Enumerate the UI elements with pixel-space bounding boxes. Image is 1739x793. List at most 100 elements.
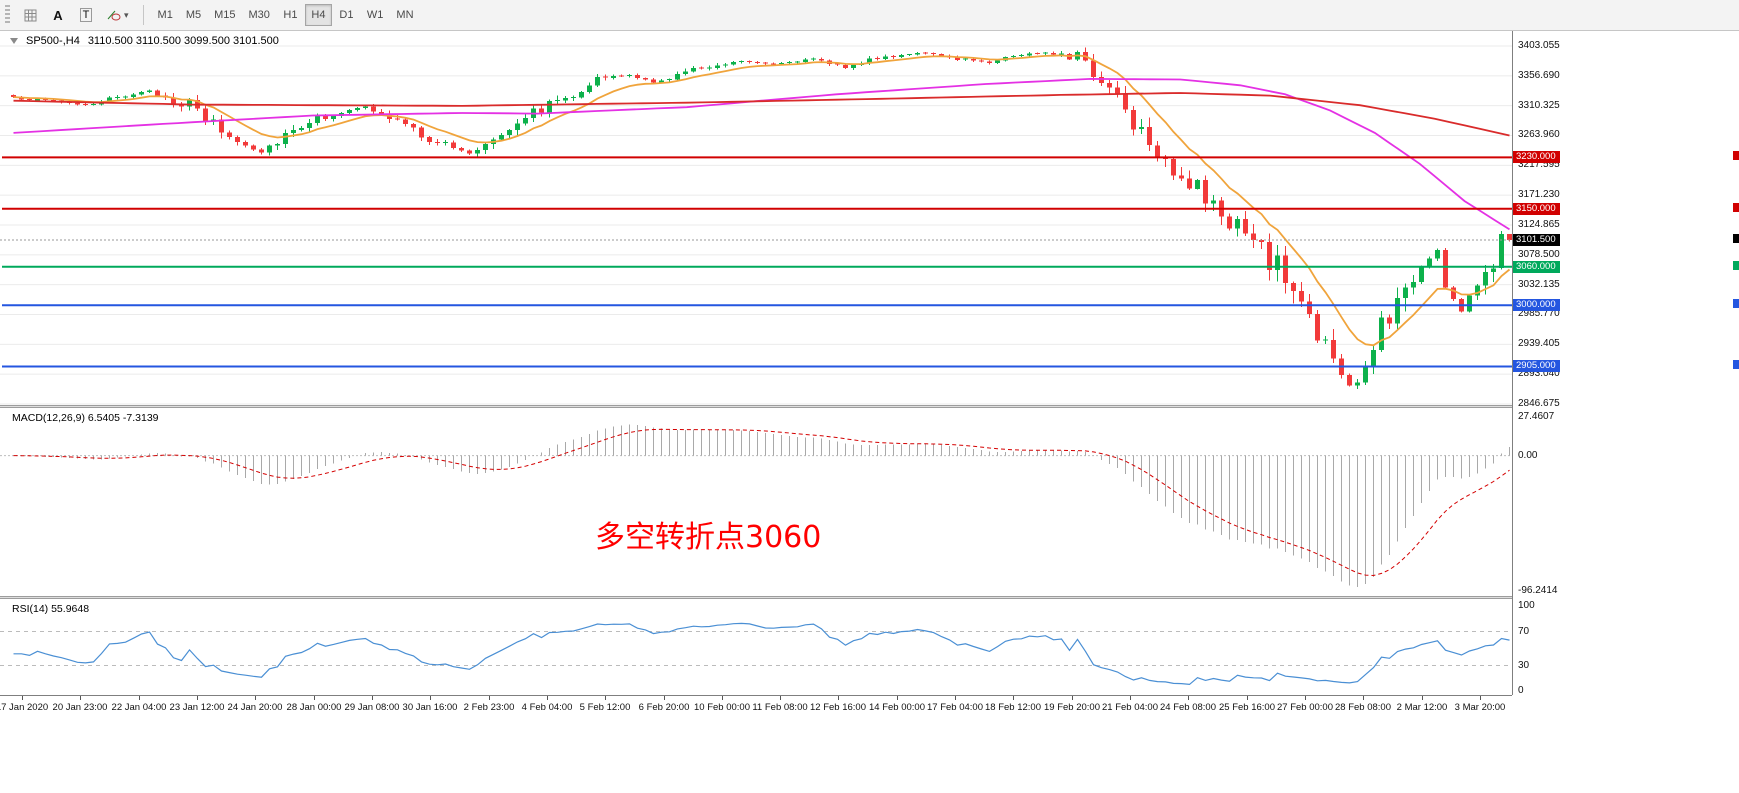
candle-body <box>1107 83 1112 88</box>
candle-body <box>1491 268 1496 273</box>
candle-body <box>291 130 296 133</box>
price-chart[interactable] <box>0 31 1512 405</box>
candle-body <box>939 54 944 56</box>
date-tick <box>838 696 839 700</box>
candle-body <box>1203 180 1208 204</box>
date-axis-label: 30 Jan 16:00 <box>402 702 458 713</box>
adjacent-window-fragment <box>1733 151 1739 160</box>
price-line-badge: 3230.000 <box>1513 151 1560 163</box>
date-tick <box>722 696 723 700</box>
candle-body <box>475 149 480 154</box>
candle-body <box>595 77 600 86</box>
candle-body <box>723 64 728 66</box>
candle-body <box>139 92 144 95</box>
rsi-panel[interactable]: RSI(14) 55.9648 <box>0 599 1512 695</box>
candle-body <box>643 78 648 80</box>
date-tick <box>605 696 606 700</box>
candle-body <box>307 123 312 129</box>
text-label-tool-button[interactable]: T <box>73 4 99 26</box>
date-axis-label: 28 Feb 08:00 <box>1335 702 1391 713</box>
price-line-badge: 2905.000 <box>1513 360 1560 372</box>
timeframe-button-h4[interactable]: H4 <box>304 4 332 26</box>
candle-body <box>1363 367 1368 383</box>
candle-body <box>995 60 1000 63</box>
panel-splitter[interactable] <box>0 596 1739 599</box>
candle-body <box>11 95 16 98</box>
candle-body <box>1259 239 1264 243</box>
candle-body <box>459 147 464 151</box>
price-axis-label: 3310.325 <box>1518 99 1560 111</box>
chart-text-annotation[interactable]: 多空转折点3060 <box>595 520 822 555</box>
candle-body <box>1131 109 1136 130</box>
macd-axis-label: -96.2414 <box>1518 585 1558 596</box>
candle-body <box>1435 249 1440 259</box>
date-tick <box>255 696 256 700</box>
candle-body <box>715 65 720 68</box>
panel-splitter[interactable] <box>0 405 1739 408</box>
candle-body <box>235 136 240 142</box>
candle-body <box>1011 55 1016 58</box>
macd-chart <box>0 424 1512 588</box>
rsi-line <box>13 622 1510 686</box>
timeframe-button-h1[interactable]: H1 <box>277 4 304 26</box>
price-scale[interactable]: 3403.055 3356.690 3310.325 3263.960 3217.595… <box>1512 31 1739 696</box>
chart-title: SP500-,H4 3110.500 3110.500 3099.500 310… <box>10 35 279 47</box>
date-axis-label: 10 Feb 00:00 <box>694 702 750 713</box>
date-axis-label: 12 Feb 16:00 <box>810 702 866 713</box>
candle-body <box>1275 255 1280 270</box>
main-chart-panel[interactable]: SP500-,H4 3110.500 3110.500 3099.500 310… <box>0 31 1512 405</box>
date-tick <box>1480 696 1481 700</box>
moving-average-slow[interactable] <box>13 92 1510 137</box>
candle-body <box>851 64 856 69</box>
macd-panel[interactable]: MACD(12,26,9) 6.5405 -7.3139 多空转折点3060 <box>0 408 1512 596</box>
chart-grid-tool-button[interactable] <box>17 4 43 26</box>
price-axis-label: 3032.135 <box>1518 278 1560 290</box>
date-axis[interactable]: 17 Jan 2020 20 Jan 23:00 22 Jan 04:00 23 Ja… <box>0 695 1512 716</box>
candle-body <box>483 143 488 150</box>
timeframe-button-m1[interactable]: M1 <box>152 4 179 26</box>
date-axis-label: 6 Feb 20:00 <box>638 702 690 713</box>
date-axis-label: 29 Jan 08:00 <box>344 702 400 713</box>
moving-average-fast[interactable] <box>13 54 1511 347</box>
candle-body <box>659 80 664 83</box>
date-axis-label: 21 Feb 04:00 <box>1102 702 1158 713</box>
date-axis-label: 28 Jan 00:00 <box>286 702 342 713</box>
macd-axis-label: 0.00 <box>1518 450 1538 461</box>
candle-body <box>347 109 352 114</box>
candle-body <box>147 90 152 93</box>
shapes-tool-button[interactable]: ▾ <box>101 4 135 26</box>
candle-body <box>1419 267 1424 282</box>
timeframe-button-d1[interactable]: D1 <box>333 4 360 26</box>
timeframe-button-m15[interactable]: M15 <box>208 4 241 26</box>
candle-body <box>587 85 592 92</box>
candle-body <box>1403 287 1408 298</box>
adjacent-window-fragment <box>1733 261 1739 270</box>
timeframe-button-m30[interactable]: M30 <box>243 4 276 26</box>
date-axis-label: 5 Feb 12:00 <box>579 702 631 713</box>
date-tick <box>489 696 490 700</box>
candle-body <box>883 56 888 59</box>
candle-body <box>275 143 280 146</box>
candle-body <box>803 59 808 63</box>
candle-body <box>1331 339 1336 359</box>
candle-body <box>1355 382 1360 386</box>
timeframe-button-m5[interactable]: M5 <box>180 4 207 26</box>
text-tool-button[interactable]: A <box>45 4 71 26</box>
rsi-axis-label: 100 <box>1518 600 1535 611</box>
timeframe-button-w1[interactable]: W1 <box>361 4 390 26</box>
rsi-axis-label: 30 <box>1518 660 1530 671</box>
candle-body <box>1483 272 1488 286</box>
candle-body <box>1027 53 1032 56</box>
timeframe-group: M1 M5 M15 M30 H1 H4 D1 W1 MN <box>152 4 420 26</box>
toolbar-drag-handle[interactable] <box>5 5 10 25</box>
price-line-badge: 3060.000 <box>1513 261 1560 273</box>
candle-body <box>1147 126 1152 146</box>
candle-body <box>819 58 824 61</box>
candle-body <box>187 100 192 107</box>
candle-body <box>259 149 264 153</box>
date-tick <box>1013 696 1014 700</box>
macd-label: MACD(12,26,9) 6.5405 -7.3139 <box>12 412 159 424</box>
candle-body <box>675 74 680 80</box>
candle-body <box>635 74 640 79</box>
timeframe-button-mn[interactable]: MN <box>390 4 419 26</box>
